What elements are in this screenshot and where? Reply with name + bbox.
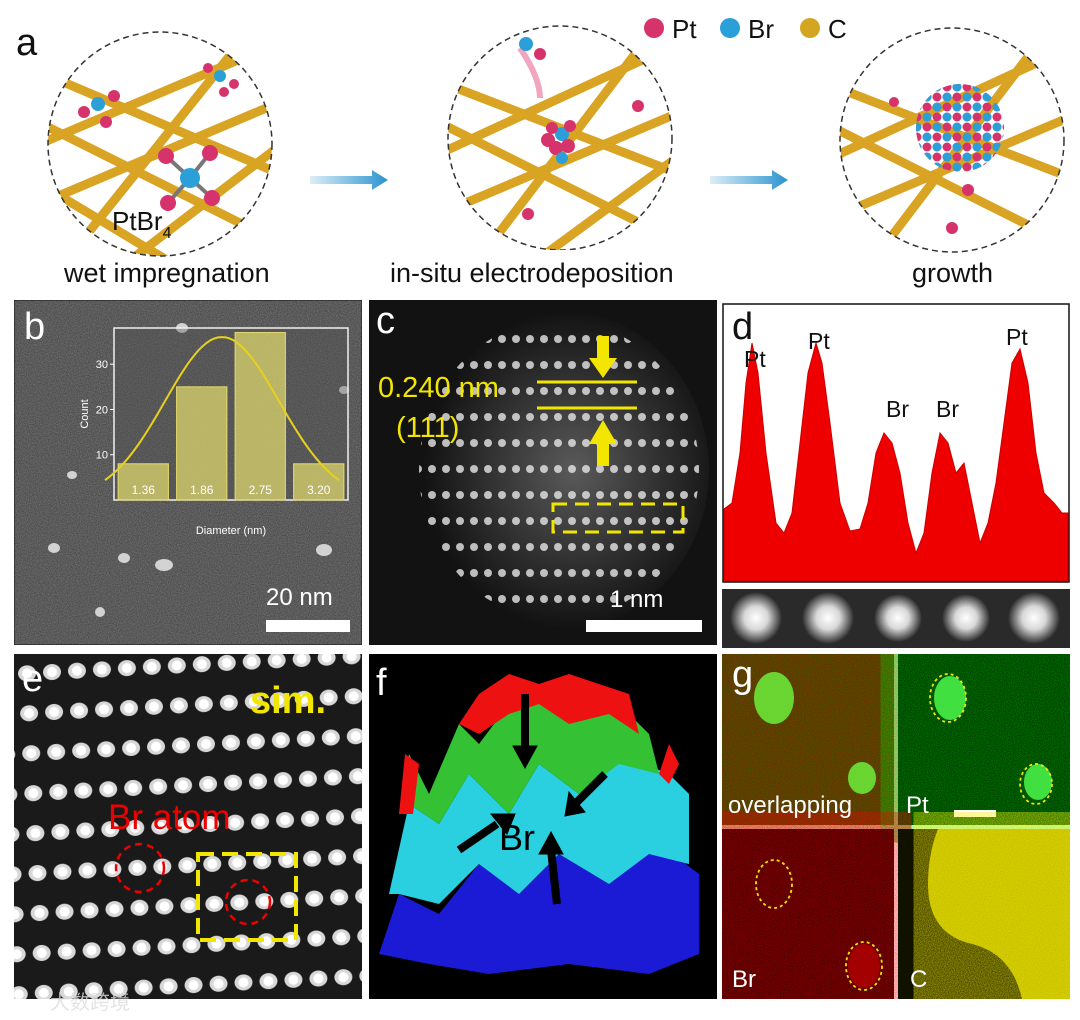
peak-label-1: Pt <box>744 346 766 372</box>
map-pt <box>898 654 1070 825</box>
lattice-spacing-label: 0.240 nm <box>378 372 499 404</box>
histogram-bar-label: 2.75 <box>249 483 273 497</box>
precursor-label: PtBr4 <box>112 206 172 242</box>
panel-c-image <box>369 300 717 645</box>
map-label-overlapping: overlapping <box>728 792 853 819</box>
panel-e-simulation <box>14 654 362 999</box>
histogram-y-tick-label: 30 <box>96 359 108 371</box>
legend-c-label: C <box>828 14 847 44</box>
legend-br-label: Br <box>748 14 774 44</box>
stage2-illustration <box>447 25 673 250</box>
panel-e-letter: e <box>22 658 44 700</box>
legend-c-marker <box>800 18 820 38</box>
histogram-bar <box>117 463 169 501</box>
map-overlapping <box>722 654 894 825</box>
histogram-bar <box>234 332 286 501</box>
panel-d-profile: Pt Pt Br Br Pt <box>722 303 1070 648</box>
histogram-y-tick-label: 20 <box>96 404 108 416</box>
panel-b-scale-bar <box>266 620 350 632</box>
map-label-c: C <box>910 966 928 993</box>
peak-label-5: Pt <box>1006 324 1028 350</box>
histogram-y-tick-label: 10 <box>96 450 108 462</box>
peak-label-2: Pt <box>808 328 830 354</box>
panel-a-letter: a <box>16 22 38 64</box>
map-br <box>722 829 894 999</box>
panel-a-legend: Pt Br C <box>644 14 847 44</box>
histogram-bar-label: 1.86 <box>190 483 214 497</box>
panel-b-letter: b <box>24 306 46 348</box>
stage-label-electrodeposition: in-situ electrodeposition <box>390 258 674 288</box>
legend-pt-marker <box>644 18 664 38</box>
sim-region-box <box>196 852 298 942</box>
br-surface-label: Br <box>499 817 535 858</box>
histogram-bar <box>176 386 228 501</box>
histogram-bar <box>293 463 345 501</box>
map-label-br: Br <box>732 966 756 993</box>
legend-br-marker <box>720 18 740 38</box>
panel-d-letter: d <box>732 306 754 348</box>
pt-map-scale-bar <box>954 810 996 817</box>
br-arrows <box>456 694 608 905</box>
intensity-profile <box>723 341 1069 582</box>
histogram-x-label: Diameter (nm) <box>196 525 266 537</box>
line-profile-box <box>551 502 685 534</box>
panel-c-letter: c <box>376 300 395 342</box>
peak-label-3: Br <box>886 396 909 422</box>
panel-c-scale-bar <box>586 620 702 632</box>
sim-label: sim. <box>250 680 327 722</box>
stage-arrow-1 <box>310 170 388 190</box>
peak-label-4: Br <box>936 396 959 422</box>
panel-g-letter: g <box>732 654 754 696</box>
stage-label-growth: growth <box>912 258 994 288</box>
watermark: 大数跨境 <box>50 992 130 1014</box>
stage1-illustration: PtBr4 <box>47 31 273 257</box>
histogram-bar-label: 1.36 <box>132 483 156 497</box>
map-label-pt: Pt <box>906 792 929 819</box>
map-c <box>898 829 1070 999</box>
legend-pt-label: Pt <box>672 14 697 44</box>
stage-label-wet-impregnation: wet impregnation <box>64 258 270 288</box>
histogram-y-label: Count <box>79 399 91 428</box>
panel-b-histogram: 10 20 30 1.36 1.86 2.75 3.20 Diameter (nm) Count <box>79 327 349 537</box>
panel-c-scale-bar-label: 1 nm <box>610 586 664 613</box>
panel-f-letter: f <box>376 662 387 704</box>
histogram-fit-curve <box>104 336 340 481</box>
stage-arrow-2 <box>710 170 788 190</box>
lattice-plane-label: (111) <box>396 412 460 444</box>
panel-g-maps <box>722 654 1070 999</box>
atom-strip <box>722 589 1070 648</box>
panel-f-surface-plot: Br <box>369 654 717 999</box>
spacing-arrow-top <box>589 336 617 378</box>
ptbr4-molecules <box>78 63 239 211</box>
stage3-illustration <box>839 27 1065 253</box>
br-atom-marker-1 <box>114 842 166 894</box>
spacing-arrow-bottom <box>589 420 617 466</box>
panel-b-scale-bar-label: 20 nm <box>266 584 333 611</box>
br-atom-label: Br atom <box>108 798 231 837</box>
histogram-bar-label: 3.20 <box>307 483 331 497</box>
br-atom-marker-2 <box>224 878 272 926</box>
